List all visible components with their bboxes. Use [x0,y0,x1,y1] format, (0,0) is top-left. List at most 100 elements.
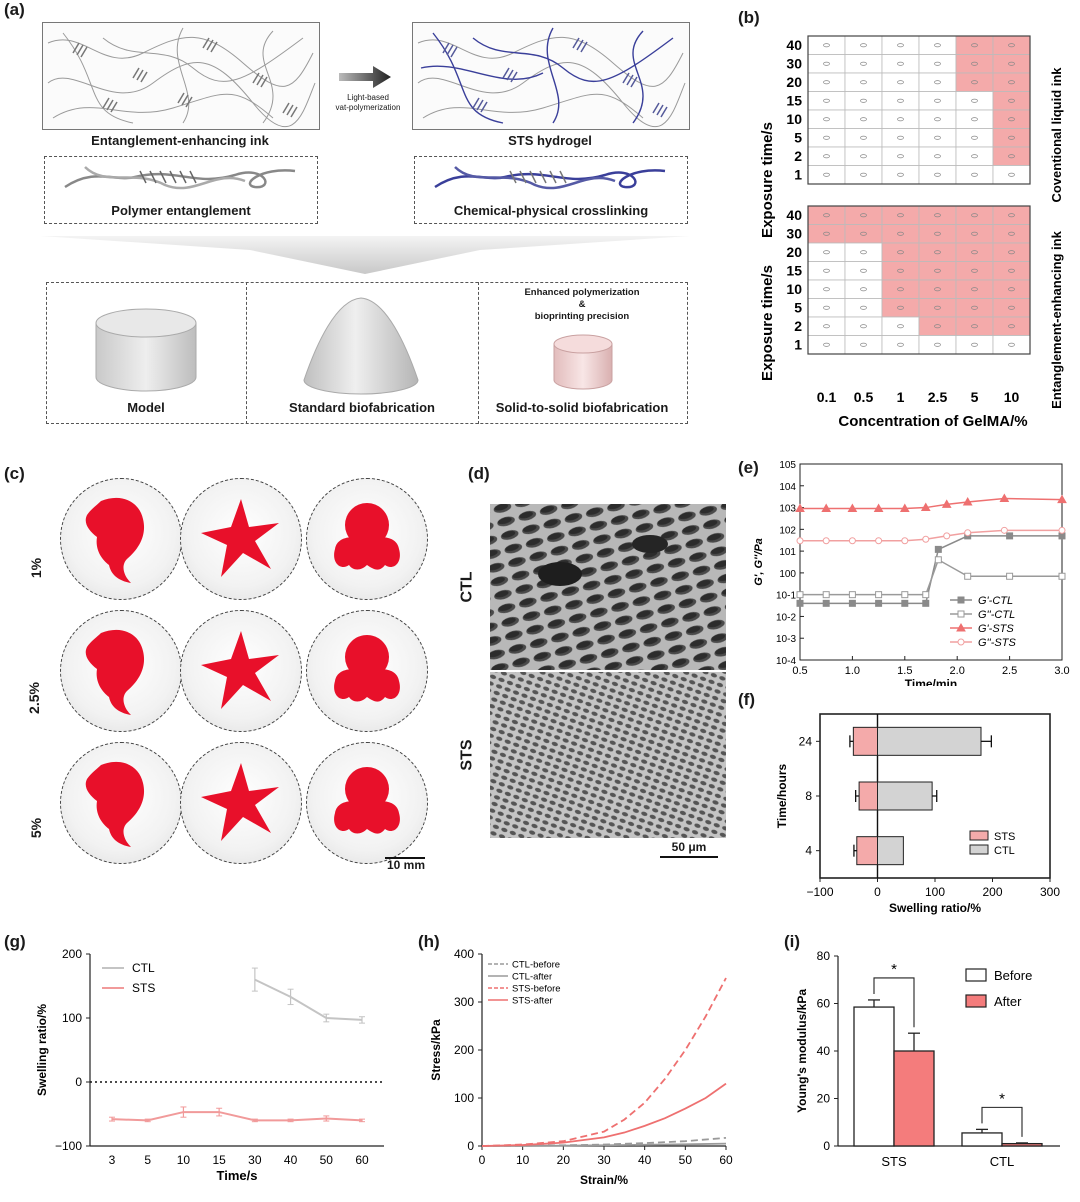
model-cylinder-icon [95,308,197,392]
grid-top-sample-mark [1008,154,1015,159]
chart-e-point [941,499,952,508]
grid-bottom-sample-mark [971,250,978,255]
grid-top-sample-mark [897,135,904,140]
grid-bottom-sample-mark [971,231,978,236]
chart-f-bar [877,781,933,811]
chart-g-series-line [254,978,363,1021]
grid-top-cell [807,54,846,74]
grid-top-sample-mark [823,172,830,177]
octopus-shape [334,767,400,834]
grid-top-sample-mark [971,135,978,140]
chart-h-ytick-label: 400 [454,947,474,961]
grid-bottom-cell [844,261,883,281]
chart-g-xtick-label: 40 [284,1153,298,1167]
chart-g-legend-label: CTL [132,961,155,975]
chart-f-bar [858,781,878,811]
chart-e-point [822,599,830,607]
grid-bottom-cell [807,224,846,244]
chart-e-ytick-label: 102 [779,525,796,536]
grid-top-sample-mark [823,135,830,140]
chart-e-legend-marker [957,610,965,618]
grid-bottom-sample-mark [934,250,941,255]
chart-e-point [999,493,1010,503]
grid-top-row-label: 15 [786,93,802,109]
chart-e-ylabel: G', G''/Pa [753,538,765,586]
hydrogel-label: STS hydrogel [508,133,592,148]
grid-bottom-sample-mark [1008,213,1015,218]
hydrogel-network-drawing [417,27,686,128]
grid-bottom-row-label: 30 [786,226,802,242]
chart-f-legend-swatch [969,830,989,841]
grid-top-cell [992,35,1031,55]
chart-h-xtick-label: 20 [557,1153,571,1167]
dish-2-5pct-starfish [180,610,302,732]
grid-bottom-sample-mark [823,231,830,236]
panel-label-d: (d) [468,464,490,483]
row-label-1pct: 1% [28,557,45,579]
grid-top-cell [955,165,994,185]
chart-f-ytick-label: 4 [805,844,812,858]
chart-e-ytick-label: 10-3 [776,634,796,645]
chart-e-xtick-label: 1.0 [845,665,860,677]
chart-e-frame [799,463,1063,661]
grid-top-sample-mark [897,61,904,66]
grid-bottom-sample-mark [823,268,830,273]
chart-h-ytick-label: 300 [454,995,474,1009]
grid-top-cell [844,54,883,74]
chart-g-ytick-label: 200 [62,947,82,961]
chart-e-point [796,537,804,545]
chart-e-xtick-label: 1.5 [897,665,912,677]
grid-col-label: 5 [971,389,979,405]
dish-5pct-dolphin [60,742,182,864]
chart-e-legend-label: G'-CTL [978,595,1013,607]
divider-2 [478,282,479,424]
grid-bottom-sample-mark [823,287,830,292]
grid-top-cell [881,35,920,55]
chart-h-xtick-label: 50 [679,1153,693,1167]
grid-top-sample-mark [897,117,904,122]
chart-i-legend-swatch [965,968,987,982]
enhanced-line2: & [578,299,586,310]
grid-bottom-cell [844,242,883,262]
grid-top-sample-mark [971,117,978,122]
sem-ctl-image [490,504,726,670]
chart-e-point [1058,526,1066,534]
row-label-2-5pct: 2.5% [25,682,42,714]
grid-bottom-cell [844,298,883,318]
sem-sts-label: STS [458,739,476,771]
dolphin-shape [85,629,145,715]
grid-bottom-cell [807,242,846,262]
grid-bottom-sample-mark [897,231,904,236]
grid-top-cell [918,91,957,111]
panel-label-h: (h) [418,932,440,951]
dish-5pct-octopus [306,742,428,864]
chart-f-bar [877,836,904,866]
chart-e-point [934,545,942,553]
chart-i-xtick-label: CTL [990,1154,1015,1169]
chart-i-ytick-label: 80 [817,949,831,963]
chart-i-ytick-label: 60 [817,997,831,1011]
grid-top-cell [844,146,883,166]
ink-network-drawing [47,27,316,128]
grid-top-cell [844,165,883,185]
grid-bottom-cell [918,224,957,244]
grid-top-cell [844,128,883,148]
grid-bottom-sample-mark [934,268,941,273]
grid-bottom-sample-mark [1008,324,1015,329]
grid-top-cell [955,128,994,148]
chart-f-legend-label: STS [994,831,1015,843]
grid-top-sample-mark [971,172,978,177]
grid-bottom-sample-mark [897,250,904,255]
grid-bottom-sample-mark [934,324,941,329]
chart-e-point [875,591,883,599]
panel-label-b: (b) [738,8,760,27]
dish-2-5pct-dolphin [60,610,182,732]
chart-e-point [848,599,856,607]
chart-e-xtick-label: 2.5 [1002,665,1017,677]
grid-top-cell [881,128,920,148]
grid-top-sample-mark [823,154,830,159]
grid-top-sample-mark [860,135,867,140]
grid-bottom: 40 30 20 15 10 5 2 1 [786,205,1031,355]
grid-bottom-cell [844,205,883,225]
grid-bottom-cell [881,261,920,281]
